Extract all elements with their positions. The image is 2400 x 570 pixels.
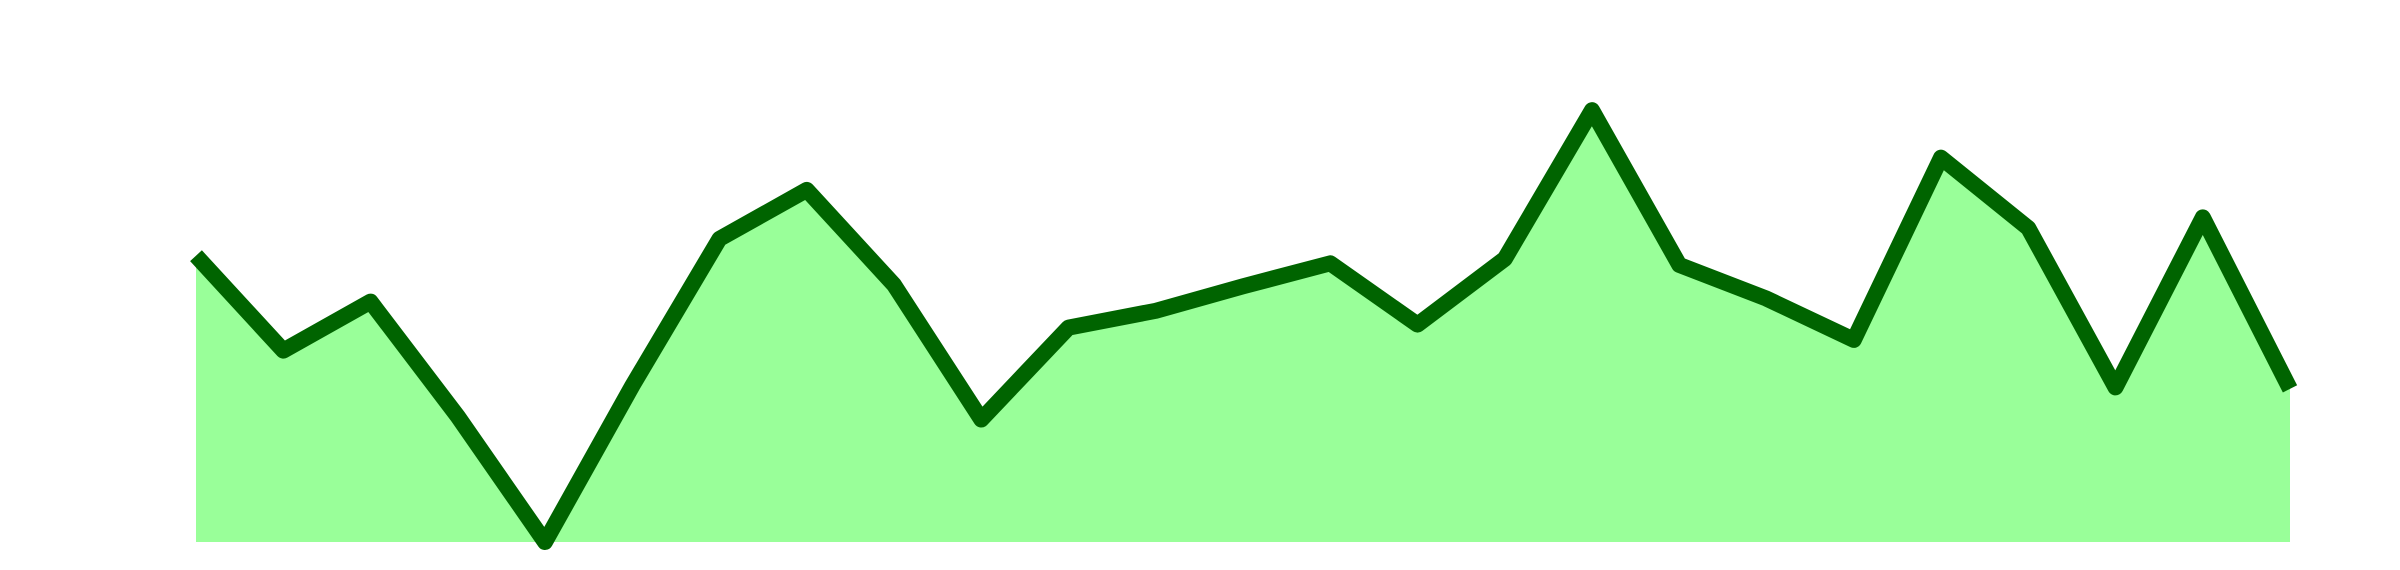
plot-area [190,102,2298,550]
area-fill [196,110,2290,542]
area-line [190,102,2298,550]
